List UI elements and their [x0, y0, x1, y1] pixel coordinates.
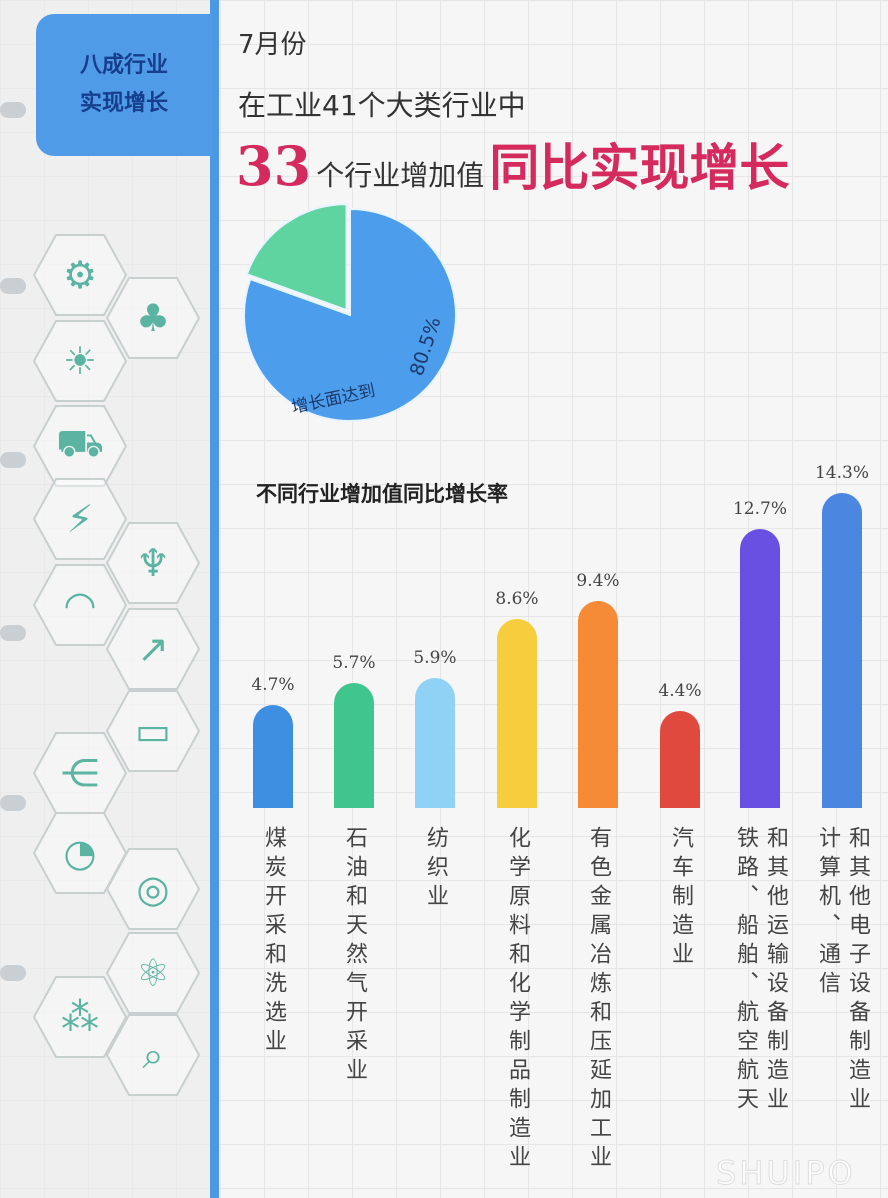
pie-slice — [245, 203, 348, 312]
month-label: 7月份 — [238, 30, 307, 60]
category-label: 石油和天然气开采业 — [341, 826, 367, 1087]
hex-tile: ♆ — [106, 522, 200, 604]
target-icon: ◎ — [136, 867, 170, 911]
laptop-search-icon: ⌕ — [142, 1032, 164, 1077]
hex-tile: ⚛ — [106, 932, 200, 1014]
hex-tile: ☀ — [33, 320, 127, 402]
growth-chart-icon: ↗ — [137, 627, 169, 671]
category-label: 铁路、船舶、航空航天 和其他运输设备制造业 — [732, 826, 788, 1116]
headline-mid: 个行业增加值 — [316, 159, 485, 192]
hex-tile: ⁂ — [33, 976, 127, 1058]
category-label: 有色金属冶炼和压延加工业 — [585, 826, 611, 1174]
hex-tile: ⛟ — [33, 405, 127, 487]
browser-icon: ▭ — [135, 709, 171, 753]
category-label: 汽车制造业 — [667, 826, 693, 971]
headline-highlight: 同比实现增长 — [489, 138, 790, 197]
category-label-line: 铁路、船舶、航空航天 — [733, 826, 758, 1116]
energy-icon: ⚡ — [66, 497, 94, 541]
hex-tile: ⌕ — [106, 1014, 200, 1096]
binder-ring — [0, 965, 26, 981]
electric-car-icon: ⛟ — [56, 421, 104, 465]
bar-value-label: 5.9% — [413, 648, 457, 669]
category-label-line: 石油和天然气开采业 — [342, 826, 367, 1087]
category-label: 化学原料和化学制品制造业 — [504, 826, 530, 1174]
network-icon: ⁂ — [61, 995, 99, 1039]
chart-title: 不同行业增加值同比增长率 — [256, 482, 508, 506]
bar — [253, 704, 293, 808]
pie-slice — [243, 207, 457, 422]
sidebar — [0, 0, 212, 1198]
bar-value-label: 8.6% — [495, 588, 539, 609]
category-label: 计算机、通信 和其他电子设备制造业 — [814, 826, 870, 1116]
subtitle: 在工业41个大类行业中 — [238, 89, 526, 122]
bar-value-label: 12.7% — [732, 498, 787, 519]
wifi-icon: ◠ — [63, 583, 97, 627]
atom-icon: ⚛ — [135, 951, 171, 995]
category-label: 纺织业 — [422, 826, 448, 913]
bar — [334, 682, 374, 808]
category-label-line: 有色金属冶炼和压延加工业 — [586, 826, 611, 1174]
hex-tile: ⋲ — [33, 732, 127, 814]
binder-ring — [0, 795, 26, 811]
eco-plug-icon: ♣ — [135, 296, 171, 340]
watermark: SHUIPO — [716, 1154, 856, 1193]
hex-tile: ♣ — [106, 277, 200, 359]
section-tab-line1: 八成行业 — [79, 53, 168, 78]
bar-value-label: 9.4% — [576, 571, 620, 592]
hex-tile: ◔ — [33, 812, 127, 894]
category-label-line: 和其他运输设备制造业 — [763, 826, 788, 1116]
headline: 33 个行业增加值 同比实现增长 — [236, 128, 789, 200]
bar — [740, 528, 780, 808]
hex-tile: ◎ — [106, 848, 200, 930]
solar-panel-icon: ☀ — [62, 339, 98, 383]
percent-pie-icon: ◔ — [63, 831, 97, 875]
hex-tile: ⚡ — [33, 478, 127, 560]
bar — [660, 711, 700, 808]
bar-value-label: 4.4% — [658, 681, 702, 702]
category-label-line: 汽车制造业 — [668, 826, 693, 971]
category-label-line: 化学原料和化学制品制造业 — [505, 826, 530, 1174]
category-label-line: 计算机、通信 — [815, 826, 840, 1000]
binder-ring — [0, 452, 26, 468]
bar — [822, 493, 862, 808]
antenna-icon: ♆ — [135, 541, 171, 585]
binder-spine — [210, 0, 219, 1198]
category-label-line: 纺织业 — [423, 826, 448, 913]
section-tab-line2: 实现增长 — [79, 91, 168, 116]
bar-value-label: 5.7% — [332, 652, 376, 673]
binder-ring — [0, 278, 26, 294]
bar-value-label: 14.3% — [814, 463, 869, 484]
binder-ring — [0, 102, 26, 118]
gears-icon: ⚙ — [62, 253, 98, 297]
bar — [578, 601, 618, 808]
share-icon: ⋲ — [61, 751, 99, 795]
hex-tile: ◠ — [33, 564, 127, 646]
bar — [497, 618, 537, 808]
binder-ring — [0, 625, 26, 641]
category-label-line: 煤炭开采和洗选业 — [261, 826, 286, 1058]
hex-tile: ↗ — [106, 608, 200, 690]
hex-tile: ▭ — [106, 690, 200, 772]
hex-tile: ⚙ — [33, 234, 127, 316]
category-label-line: 和其他电子设备制造业 — [845, 826, 870, 1116]
category-label: 煤炭开采和洗选业 — [260, 826, 286, 1058]
section-tab: 八成行业 实现增长 — [36, 14, 212, 156]
bar — [415, 678, 455, 808]
headline-count: 33 — [236, 134, 312, 198]
bar-value-label: 4.7% — [251, 674, 295, 695]
